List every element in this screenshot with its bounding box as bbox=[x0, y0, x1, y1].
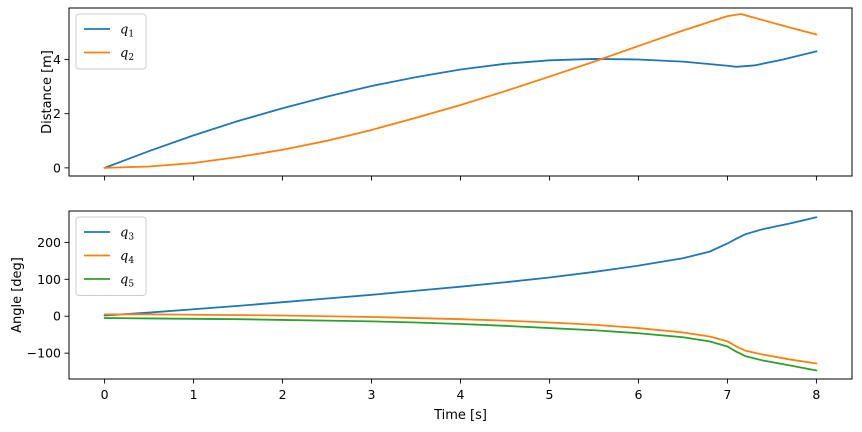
y-tick-label: 0 bbox=[53, 309, 61, 324]
plot-frame bbox=[68, 210, 853, 380]
legend-label-q1: q1 bbox=[120, 23, 134, 40]
y-tick-label: 100 bbox=[37, 272, 61, 287]
series-line-q2 bbox=[103, 13, 818, 169]
y-axis-label: Distance [m] bbox=[40, 50, 55, 134]
x-tick-label: 6 bbox=[634, 387, 642, 402]
y-tick-label: 200 bbox=[37, 235, 61, 250]
legend-box bbox=[75, 13, 147, 70]
series-line-q5 bbox=[103, 317, 818, 372]
series-line-q1 bbox=[103, 50, 818, 169]
y-tick-label: 0 bbox=[53, 160, 61, 175]
legend-label-q2: q2 bbox=[120, 46, 134, 63]
x-tick-label: 4 bbox=[457, 387, 465, 402]
legend: q3 q4 q5 bbox=[75, 216, 147, 296]
x-axis-label: Time [s] bbox=[433, 408, 487, 423]
y-tick-label: −100 bbox=[27, 346, 61, 361]
legend-box bbox=[75, 216, 147, 296]
y-tick-label: 4 bbox=[53, 52, 61, 67]
x-tick-label: 3 bbox=[368, 387, 376, 402]
y-axis-label: Angle [deg] bbox=[10, 257, 25, 333]
x-tick-label: 7 bbox=[723, 387, 731, 402]
series-line-q3 bbox=[103, 216, 818, 317]
legend-label-q5: q5 bbox=[120, 273, 134, 290]
x-tick-label: 8 bbox=[812, 387, 820, 402]
x-tick-label: 0 bbox=[101, 387, 109, 402]
subplot-2: 0 1 2 3 4 5 6 7 8 −100 0 100 200 Angle [deg] Time [s] q… bbox=[10, 210, 853, 423]
y-tick-label: 2 bbox=[53, 106, 61, 121]
x-tick-label: 1 bbox=[190, 387, 198, 402]
series-line-q4 bbox=[103, 313, 818, 365]
plot-frame bbox=[68, 7, 853, 177]
legend-label-q3: q3 bbox=[120, 226, 134, 243]
legend-label-q4: q4 bbox=[120, 249, 134, 266]
x-tick-label: 2 bbox=[279, 387, 287, 402]
x-tick-label: 5 bbox=[546, 387, 554, 402]
